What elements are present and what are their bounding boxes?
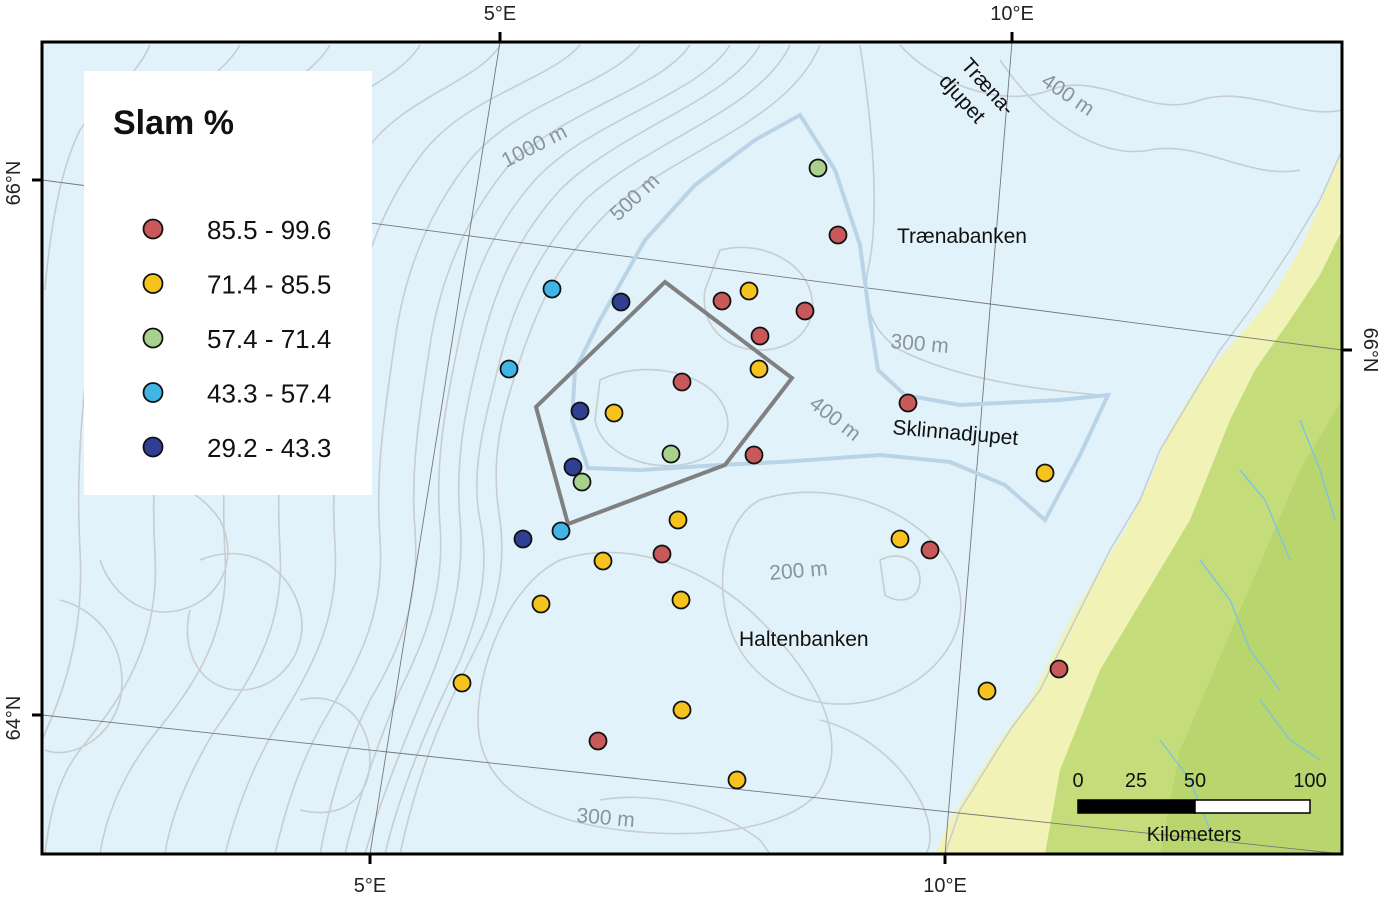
sample-point [652, 544, 672, 564]
sample-point [744, 445, 764, 465]
lon-label-bottom-5e: 5°E [354, 875, 386, 897]
depth-label-300-east: 300 m [890, 330, 950, 358]
depth-label-200: 200 m [768, 557, 828, 585]
lon-label-top-10e: 10°E [990, 3, 1034, 25]
legend-label-1: 71.4 - 85.5 [207, 270, 331, 300]
sample-point [572, 472, 592, 492]
sample-point [661, 444, 681, 464]
sample-point [795, 301, 815, 321]
sample-point [749, 359, 769, 379]
sample-point [1049, 659, 1069, 679]
sample-point [542, 279, 562, 299]
sample-point [570, 401, 590, 421]
sample-point [712, 291, 732, 311]
sample-point [563, 457, 583, 477]
legend-swatch-2 [142, 327, 164, 349]
study-area-polygon [533, 279, 795, 527]
sample-point [499, 359, 519, 379]
sample-point [513, 529, 533, 549]
legend-swatch-0 [142, 218, 164, 240]
legend-swatch-3 [142, 382, 164, 403]
sample-point [593, 551, 613, 571]
coastline-detail [944, 149, 1342, 854]
scale-unit-label: Kilometers [1147, 824, 1241, 846]
sample-point [551, 521, 571, 541]
legend-items: 85.5 - 99.6 71.4 - 85.5 57.4 - 71.4 43.3 - … [142, 215, 331, 463]
scale-tick-100: 100 [1293, 770, 1326, 792]
sample-point [890, 529, 910, 549]
legend-swatch-4 [142, 436, 164, 458]
sample-point [531, 594, 551, 614]
sample-point [977, 681, 997, 701]
sample-point [808, 158, 828, 178]
depth-label-300-south: 300 m [576, 804, 636, 832]
legend-swatch-1 [142, 273, 164, 294]
land-vegetation-2 [1160, 400, 1342, 854]
sample-point [898, 393, 918, 413]
legend-label-3: 43.3 - 57.4 [207, 379, 331, 409]
scale-tick-50: 50 [1184, 770, 1206, 792]
sample-point [828, 225, 848, 245]
sample-points [452, 158, 1069, 790]
lat-label-left-66n: 66°N [3, 161, 25, 206]
frame-ticks [32, 32, 1352, 864]
sample-point [920, 540, 940, 560]
lat-label-right-66n: 66°N [1359, 328, 1381, 373]
map-frame [40, 40, 1344, 856]
sample-point [750, 326, 770, 346]
place-traenabanken: Trænabanken [897, 225, 1027, 248]
sample-point [452, 673, 472, 693]
legend-box [84, 71, 372, 495]
scale-bar-white-segment [1194, 799, 1311, 814]
sample-point [588, 731, 608, 751]
lon-label-bottom-10e: 10°E [923, 875, 967, 897]
trough-outline [569, 112, 1112, 524]
legend: Slam % 85.5 - 99.6 71.4 - 85.5 57.4 - 71.4… [84, 71, 372, 495]
sample-point [671, 590, 691, 610]
sample-point [1035, 463, 1055, 483]
sample-point [604, 403, 624, 423]
lon-label-top-5e: 5°E [484, 3, 516, 25]
sample-point [672, 700, 692, 720]
sample-point [611, 292, 631, 312]
legend-title: Slam % [113, 104, 234, 142]
sample-point [672, 372, 692, 392]
legend-label-0: 85.5 - 99.6 [207, 215, 331, 245]
sample-point [727, 770, 747, 790]
legend-label-4: 29.2 - 43.3 [207, 433, 331, 463]
sample-point [739, 281, 759, 301]
lat-label-left-64n: 64°N [3, 696, 25, 741]
sample-point [668, 510, 688, 530]
scale-tick-0: 0 [1072, 770, 1083, 792]
legend-label-2: 57.4 - 71.4 [207, 324, 331, 354]
scale-bar: 0 25 50 100 Kilometers [1072, 770, 1326, 846]
scale-bar-black-segment [1077, 799, 1196, 814]
scale-tick-25: 25 [1125, 770, 1147, 792]
place-haltenbanken: Haltenbanken [739, 628, 869, 651]
